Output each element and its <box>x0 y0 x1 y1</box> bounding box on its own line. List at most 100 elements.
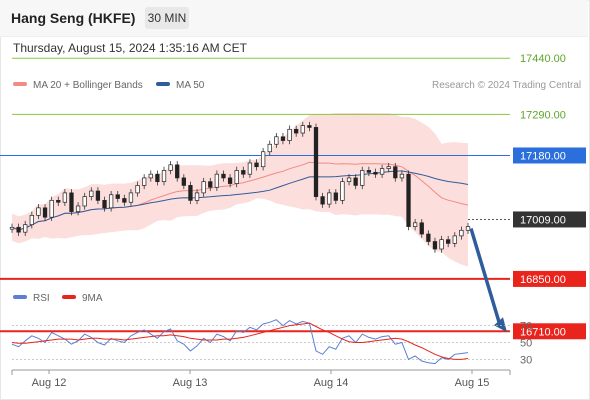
candle-body <box>9 226 15 230</box>
candle-body <box>42 207 48 218</box>
candle-body <box>62 192 68 203</box>
chart-header: Hang Seng (HKFE) 30 MIN <box>0 0 588 37</box>
candle-body <box>399 173 405 179</box>
candle-body <box>69 192 74 212</box>
candle-body <box>234 170 239 184</box>
ma9-swatch <box>62 295 76 300</box>
candle-body <box>36 207 41 216</box>
candle-body <box>89 190 94 197</box>
candle-body <box>373 171 378 175</box>
level-label-17290.00: 17290.00 <box>520 109 566 121</box>
candle-body <box>386 166 391 169</box>
candle-body <box>346 177 352 183</box>
ma20-swatch <box>13 82 27 87</box>
candle-body <box>465 226 471 231</box>
candle-body <box>29 214 34 226</box>
candle-body <box>459 229 464 237</box>
candle-body <box>300 125 305 134</box>
legend-ma20: MA 20 + Bollinger Bands <box>13 80 143 92</box>
projection-arrowhead <box>494 317 507 333</box>
candle-body <box>280 136 286 141</box>
candle-body <box>393 166 398 179</box>
candle-body <box>260 151 266 168</box>
rsi-swatch <box>13 295 27 300</box>
candle-body <box>175 164 180 179</box>
candle-body <box>155 173 160 183</box>
x-tick-label: Aug 13 <box>173 377 208 389</box>
candle-body <box>313 127 319 197</box>
legend-rsi: RSI <box>13 293 50 305</box>
copyright-text: Research © 2024 Trading Central <box>432 80 582 91</box>
candle-body <box>287 128 292 141</box>
level-label-16850.00: 16850.00 <box>520 274 566 286</box>
candle-body <box>452 235 457 244</box>
candle-body <box>201 181 206 194</box>
candle-body <box>142 177 147 186</box>
legend-9ma: 9MA <box>62 293 103 305</box>
candle-body <box>168 164 173 171</box>
rsi-series-9MA <box>11 322 469 360</box>
level-label-17009.00: 17009.00 <box>520 214 566 226</box>
candle-body <box>16 226 21 233</box>
candle-body <box>95 190 101 201</box>
candle-body <box>115 194 120 199</box>
candle-body <box>432 241 438 250</box>
rsi-tick-30: 30 <box>520 354 532 366</box>
candle-body <box>148 173 153 179</box>
candle-body <box>56 200 61 203</box>
rsi-label: RSI <box>33 293 50 304</box>
level-box-17009.00 <box>513 211 586 228</box>
level-label-17180.00: 17180.00 <box>520 150 566 162</box>
rsi-series-RSI <box>11 319 469 365</box>
candle-body <box>194 192 200 201</box>
candle-body <box>327 192 332 205</box>
candle-body <box>412 222 418 227</box>
candle-body <box>267 143 272 153</box>
rsi-tick-70: 70 <box>520 321 532 333</box>
level-box-16710.00 <box>513 323 586 340</box>
rsi-tick-50: 50 <box>520 338 532 350</box>
candle-body <box>340 181 345 201</box>
candle-body <box>188 185 193 201</box>
candle-body <box>379 168 385 175</box>
candle-body <box>221 173 226 179</box>
candle-body <box>406 173 411 227</box>
timestamp: Thursday, August 15, 2024 1:35:16 AM CET <box>13 41 247 55</box>
ma20-label: MA 20 + Bollinger Bands <box>33 80 143 91</box>
candle-body <box>241 170 246 175</box>
candle-body <box>254 162 259 168</box>
level-label-16710.00: 16710.00 <box>520 326 566 338</box>
candle-body <box>247 162 253 175</box>
candle-body <box>426 233 431 242</box>
candle-body <box>49 200 54 218</box>
candle-body <box>307 125 312 128</box>
level-box-16850.00 <box>513 270 586 287</box>
legend-ma50: MA 50 <box>156 80 204 92</box>
level-box-17180.00 <box>513 147 586 164</box>
bollinger-band <box>12 113 468 267</box>
candle-body <box>360 170 365 186</box>
candle-body <box>181 177 186 186</box>
ma50-line <box>11 170 469 231</box>
x-tick-label: Aug 12 <box>32 377 67 389</box>
candle-body <box>333 192 338 201</box>
candle-body <box>274 136 279 145</box>
candle-body <box>419 222 424 235</box>
candle-body <box>108 194 114 209</box>
candle-body <box>135 185 140 194</box>
level-label-17440.00: 17440.00 <box>520 53 566 65</box>
ma50-label: MA 50 <box>176 80 205 91</box>
candle-body <box>294 128 299 134</box>
x-tick-label: Aug 15 <box>455 377 490 389</box>
candle-body <box>102 200 107 209</box>
projection-arrow <box>469 228 502 326</box>
candle-body <box>82 196 87 207</box>
candle-body <box>366 170 372 173</box>
ma50-swatch <box>156 82 170 87</box>
timeframe-badge[interactable]: 30 MIN <box>145 7 189 29</box>
x-tick-label: Aug 14 <box>314 377 349 389</box>
candle-body <box>128 192 134 203</box>
candle-body <box>353 177 358 186</box>
candle-body <box>227 177 233 184</box>
